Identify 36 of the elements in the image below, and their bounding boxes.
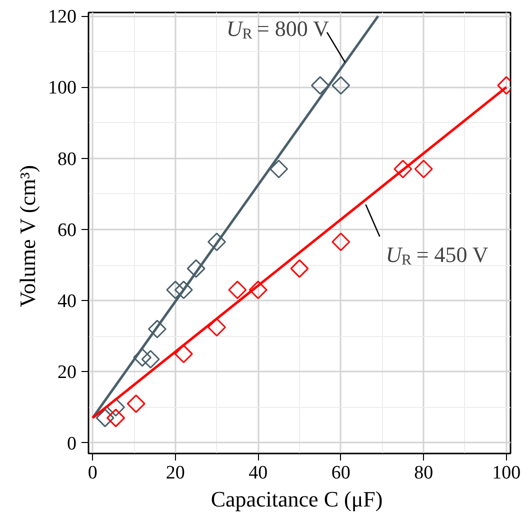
x-tick-label: 20 <box>166 462 185 484</box>
y-tick-label: 60 <box>58 220 76 241</box>
point <box>248 280 268 300</box>
y-tick-label: 100 <box>48 78 76 99</box>
point <box>148 320 166 338</box>
point <box>228 280 247 300</box>
point <box>126 394 146 413</box>
y-tick-label: 0 <box>67 433 76 454</box>
y-tick-label: 120 <box>48 6 76 28</box>
point <box>290 259 309 278</box>
x-tick-label: 40 <box>248 462 268 484</box>
point <box>208 232 226 252</box>
y-tick-label: 20 <box>58 362 76 384</box>
point <box>186 259 206 278</box>
point <box>270 160 288 178</box>
point <box>208 318 226 336</box>
point <box>332 232 350 252</box>
point <box>133 348 152 367</box>
x-tick-label: 80 <box>414 462 434 484</box>
point <box>141 350 160 368</box>
point <box>166 280 185 300</box>
x-tick-label: 60 <box>331 462 350 484</box>
x-axis-title: Capacitance C (μF) <box>210 486 383 512</box>
point <box>310 76 330 95</box>
y-tick-label: 80 <box>58 148 76 170</box>
x-tick-label: 0 <box>88 462 98 484</box>
point <box>414 160 433 178</box>
point <box>174 344 193 364</box>
y-tick-label: 40 <box>58 291 76 312</box>
point <box>96 408 114 428</box>
point <box>174 280 193 300</box>
point <box>332 76 350 95</box>
x-tick-label: 100 <box>492 462 521 484</box>
point <box>106 408 126 428</box>
y-axis-title: Volume V (cm³) <box>15 165 40 308</box>
point <box>394 160 412 178</box>
